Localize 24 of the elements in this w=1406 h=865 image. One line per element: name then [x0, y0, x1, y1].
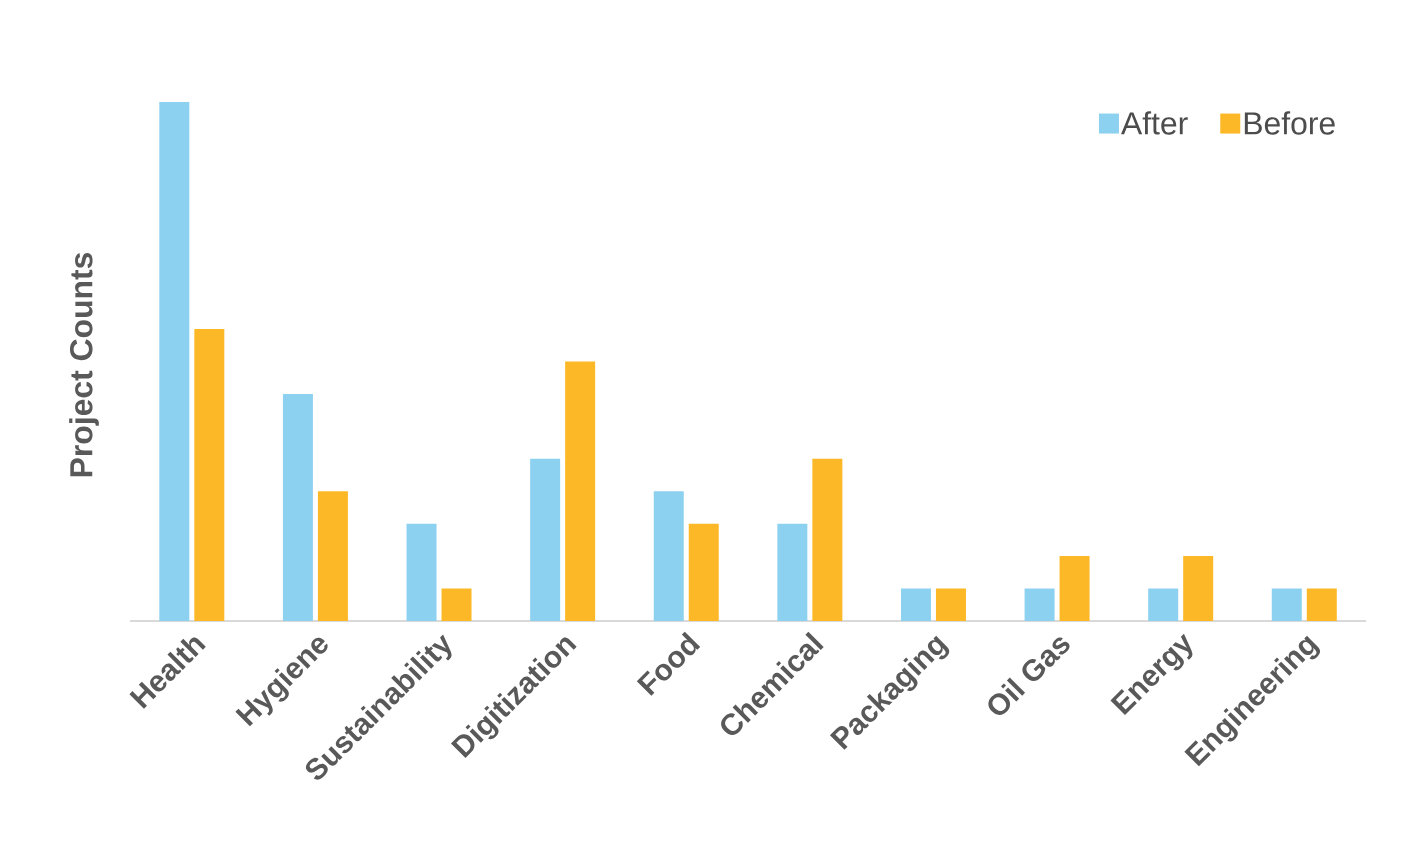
- bar: [777, 523, 808, 621]
- bar: [317, 491, 348, 621]
- legend-label: Before: [1244, 111, 1335, 135]
- bar: [1024, 588, 1055, 621]
- x-tick-label: Oil Gas: [988, 637, 1070, 715]
- y-axis-title: Project Counts: [69, 252, 99, 477]
- bar: [900, 588, 931, 621]
- bar: [159, 101, 190, 621]
- bar: [1059, 556, 1090, 621]
- bar: [1271, 588, 1302, 621]
- bar: [441, 588, 472, 621]
- bar: [812, 458, 843, 621]
- bar: [653, 491, 684, 621]
- bar: [688, 523, 719, 621]
- bar: [565, 361, 596, 621]
- bar: [194, 329, 225, 621]
- bar: [1306, 588, 1337, 621]
- bar: [935, 588, 966, 621]
- bar: [1148, 588, 1179, 621]
- legend-label: After: [1121, 111, 1188, 135]
- bar: [1183, 556, 1214, 621]
- bar: [530, 458, 561, 621]
- bar: [282, 393, 313, 621]
- bar: [406, 523, 437, 621]
